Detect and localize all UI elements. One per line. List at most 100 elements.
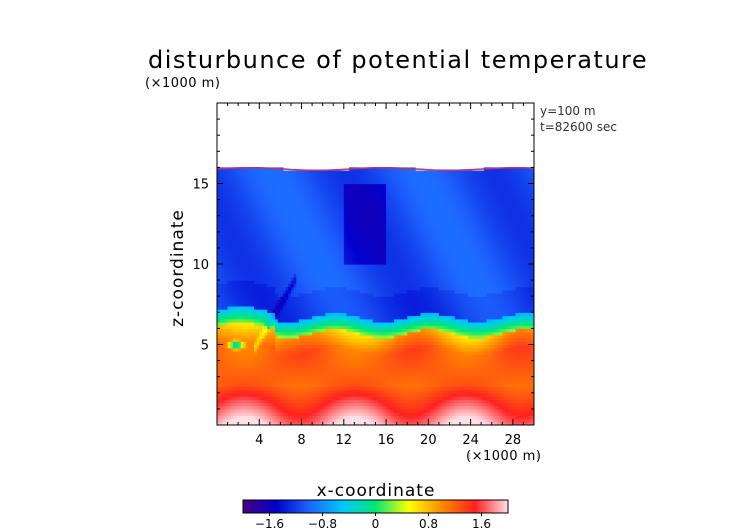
heatmap-cell	[520, 421, 525, 425]
heatmap-cell	[428, 412, 432, 416]
heatmap-cell	[507, 370, 511, 375]
heatmap-cell	[248, 383, 252, 387]
heatmap-cell	[370, 418, 374, 423]
heatmap-cell	[491, 386, 495, 391]
heatmap-cell	[523, 334, 527, 339]
heatmap-cell	[489, 350, 493, 355]
heatmap-cell	[423, 296, 427, 301]
heatmap-cell	[475, 389, 480, 394]
heatmap-cell	[438, 370, 443, 375]
heatmap-cell	[428, 379, 432, 384]
heatmap-cell	[528, 302, 532, 307]
heatmap-cell	[423, 421, 427, 425]
heatmap-cell	[491, 363, 495, 368]
heatmap-cell	[407, 405, 411, 410]
heatmap-cell	[399, 363, 403, 368]
heatmap-cell	[253, 331, 258, 336]
heatmap-cell	[433, 373, 437, 378]
heatmap-cell	[248, 363, 252, 368]
heatmap-cell	[367, 347, 371, 352]
heatmap-cell	[322, 325, 326, 329]
heatmap-cell	[259, 376, 263, 381]
heatmap-cell	[409, 412, 414, 416]
heatmap-cell	[404, 405, 408, 410]
heatmap-cell	[478, 418, 482, 423]
heatmap-cell	[288, 392, 292, 397]
heatmap-cell	[232, 354, 237, 358]
heatmap-cell	[438, 338, 443, 342]
heatmap-cell	[401, 379, 406, 384]
heatmap-cell	[428, 370, 432, 375]
heatmap-cell	[335, 415, 340, 420]
heatmap-cell	[280, 331, 284, 336]
heatmap-cell	[449, 376, 453, 381]
heatmap-cell	[317, 412, 321, 416]
heatmap-cell	[306, 331, 311, 336]
heatmap-cell	[312, 321, 316, 326]
heatmap-cell	[486, 299, 490, 304]
heatmap-cell	[515, 376, 519, 381]
heatmap-cell	[357, 321, 361, 326]
heatmap-cell	[338, 318, 342, 323]
heatmap-cell	[335, 373, 340, 378]
heatmap-cell	[441, 292, 445, 297]
heatmap-cell	[454, 305, 458, 310]
heatmap-cell	[272, 321, 276, 326]
heatmap-cell	[304, 373, 308, 378]
heatmap-cell	[362, 405, 366, 410]
heatmap-cell	[457, 373, 461, 378]
heatmap-cell	[386, 402, 390, 407]
heatmap-cell	[301, 321, 305, 326]
heatmap-cell	[253, 341, 258, 346]
heatmap-cell	[380, 344, 385, 349]
heatmap-cell	[423, 405, 427, 410]
heatmap-cell	[227, 357, 231, 362]
heatmap-cell	[290, 350, 295, 355]
heatmap-cell	[349, 296, 353, 301]
heatmap-cell	[341, 318, 345, 323]
heatmap-cell	[489, 341, 493, 346]
heatmap-cell	[375, 328, 379, 333]
heatmap-cell	[436, 328, 440, 333]
heatmap-cell	[438, 296, 443, 301]
heatmap-cell	[246, 418, 250, 423]
heatmap-cell	[441, 354, 445, 358]
heatmap-cell	[383, 412, 387, 416]
heatmap-cell	[370, 350, 374, 355]
heatmap-cell	[478, 370, 482, 375]
heatmap-cell	[349, 331, 353, 336]
heatmap-cell	[441, 415, 445, 420]
heatmap-cell	[433, 321, 437, 326]
heatmap-cell	[325, 373, 329, 378]
heatmap-cell	[335, 350, 340, 355]
heatmap-cell	[378, 331, 382, 336]
heatmap-cell	[293, 379, 297, 384]
heatmap-cell	[290, 312, 295, 317]
heatmap-cell	[460, 305, 464, 310]
heatmap-cell	[378, 309, 382, 313]
heatmap-cell	[322, 318, 326, 323]
heatmap-cell	[520, 299, 525, 304]
heatmap-cell	[364, 325, 369, 329]
heatmap-cell	[343, 299, 348, 304]
heatmap-cell	[399, 367, 403, 371]
heatmap-cell	[512, 360, 517, 365]
heatmap-cell	[235, 412, 239, 416]
heatmap-cell	[523, 318, 527, 323]
heatmap-cell	[412, 331, 416, 336]
heatmap-cell	[491, 347, 495, 352]
heatmap-cell	[425, 338, 429, 342]
heatmap-cell	[333, 315, 337, 320]
heatmap-cell	[462, 392, 466, 397]
heatmap-cell	[322, 305, 326, 310]
heatmap-cell	[483, 373, 488, 378]
heatmap-cell	[248, 379, 252, 384]
heatmap-cell	[415, 302, 419, 307]
heatmap-cell	[415, 402, 419, 407]
heatmap-cell	[301, 405, 305, 410]
heatmap-cell	[475, 325, 480, 329]
heatmap-cell	[412, 325, 416, 329]
heatmap-cell	[446, 405, 451, 410]
heatmap-cell	[460, 363, 464, 368]
heatmap-cell	[504, 357, 509, 362]
